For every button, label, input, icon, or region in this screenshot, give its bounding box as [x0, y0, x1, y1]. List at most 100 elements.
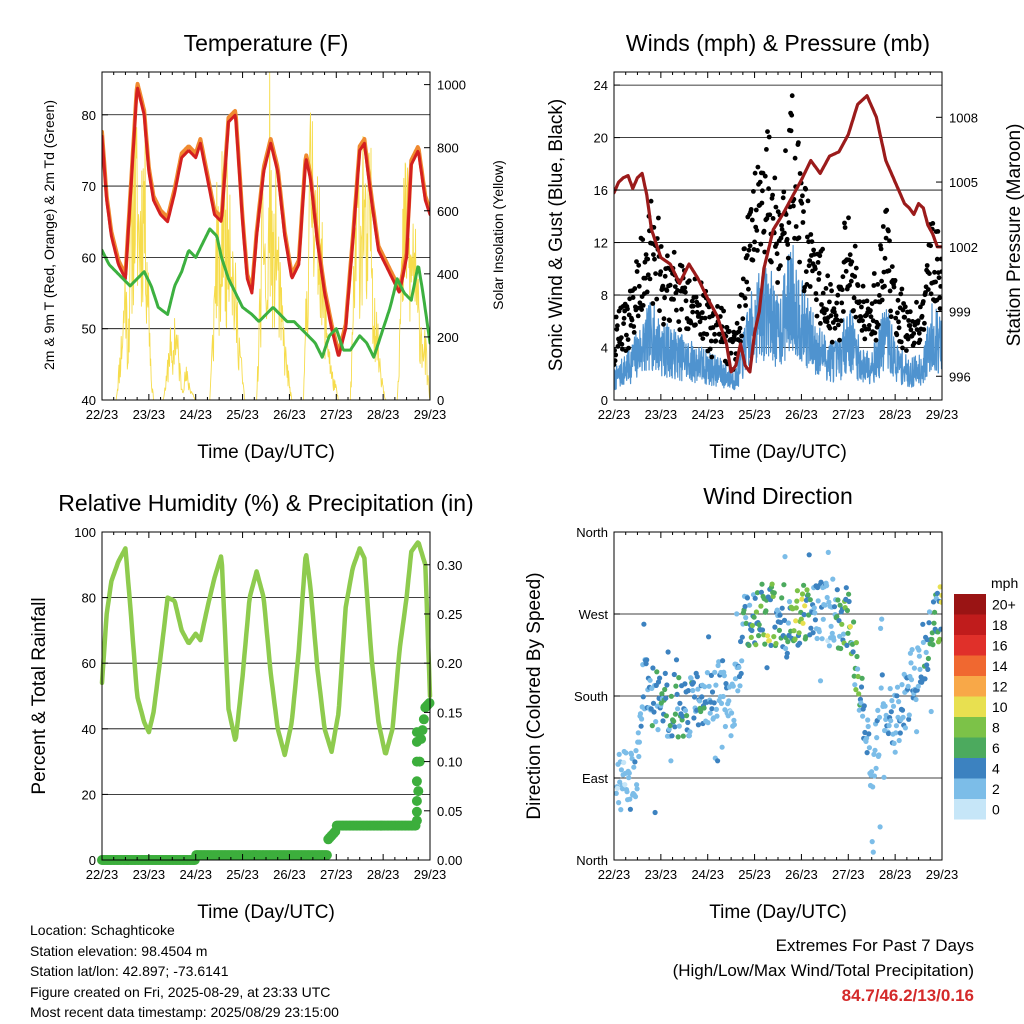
temperature-x-label: Time (Day/UTC) — [197, 442, 335, 463]
gust-point — [671, 297, 676, 302]
gust-point — [690, 303, 696, 309]
legend-label: 8 — [992, 719, 1000, 735]
direction-point — [662, 686, 668, 693]
direction-point — [771, 590, 777, 596]
gust-point — [864, 298, 870, 304]
gust-point — [927, 271, 932, 276]
gust-point — [836, 322, 841, 328]
gust-point — [654, 296, 660, 302]
gust-point — [721, 308, 726, 314]
extremes-box: Extremes For Past 7 Days (High/Low/Max W… — [673, 933, 974, 1008]
gust-point — [757, 179, 763, 185]
temperature-y-label: 2m & 9m T (Red, Orange) & 2m Td (Green) — [41, 100, 57, 370]
direction-point — [695, 686, 701, 692]
temperature-y-right-tick-label: 800 — [437, 141, 459, 156]
gust-point — [785, 242, 791, 247]
direction-point — [938, 626, 942, 632]
gust-point — [744, 279, 750, 285]
direction-point — [902, 725, 909, 731]
direction-point — [866, 745, 873, 751]
direction-point — [877, 824, 883, 830]
direction-point — [698, 708, 704, 715]
direction-point — [803, 597, 810, 603]
gust-point — [907, 309, 913, 315]
direction-point — [680, 733, 686, 739]
legend-label: 16 — [992, 637, 1008, 653]
gust-point — [905, 336, 911, 342]
legend-swatch — [954, 778, 986, 799]
direction-point — [853, 687, 859, 693]
temperature-x-tick-label: 28/23 — [367, 407, 400, 422]
gust-point — [784, 236, 790, 242]
gust-point — [939, 269, 942, 274]
legend-swatch — [954, 799, 986, 820]
gust-point — [834, 317, 840, 323]
direction-point — [738, 638, 744, 645]
direction-point — [859, 675, 865, 681]
gust-point — [803, 269, 809, 274]
direction-point — [831, 637, 837, 643]
direction-point — [801, 582, 807, 588]
gust-point — [833, 313, 839, 318]
direction-point — [864, 750, 870, 756]
direction-point — [817, 678, 824, 684]
humidity-y-label: Percent & Total Rainfall — [29, 597, 50, 794]
figure-created: Figure created on Fri, 2025-08-29, at 23… — [30, 983, 331, 1000]
direction-point — [818, 579, 824, 585]
gust-point — [643, 252, 649, 257]
direction-point — [798, 616, 804, 622]
direction-point — [856, 691, 862, 697]
temperature-y-right-tick-label: 400 — [437, 267, 459, 282]
temperature-y-tick-label: 50 — [82, 322, 96, 337]
winds-x-tick-label: 29/23 — [926, 407, 959, 422]
gust-point — [800, 193, 805, 199]
gust-point — [789, 112, 795, 118]
direction-point — [930, 642, 936, 648]
gust-point — [614, 348, 617, 353]
gust-point — [915, 318, 921, 324]
direction-point — [771, 634, 777, 640]
winds-y-tick-label: 20 — [594, 131, 608, 146]
direction-point — [836, 618, 842, 624]
direction-point — [675, 706, 681, 712]
direction-point — [930, 599, 937, 605]
winds-y-tick-label: 8 — [601, 288, 608, 303]
direction-point — [838, 645, 844, 652]
direction-point — [926, 620, 932, 626]
gust-point — [744, 253, 750, 258]
direction-point — [826, 599, 832, 605]
gust-point — [846, 215, 851, 221]
direction-point — [824, 583, 830, 589]
winds-ticks: 22/23 23/23 24/23 25/23 26/23 27/23 28/23 29/23… — [594, 72, 978, 422]
direction-point — [715, 758, 721, 764]
gust-point — [626, 345, 631, 351]
gust-point — [791, 203, 796, 209]
humidity-x-tick-label: 28/23 — [367, 867, 400, 882]
direction-point — [747, 602, 753, 608]
gust-point — [923, 290, 928, 295]
gust-point — [888, 314, 894, 320]
direction-point — [627, 806, 634, 812]
direction-point — [695, 722, 702, 728]
direction-point — [766, 638, 772, 644]
gust-point — [762, 249, 768, 255]
gust-point — [902, 314, 908, 320]
gust-point — [640, 237, 646, 243]
gust-point — [636, 283, 642, 289]
station-location: Location: Schaghticoke — [30, 922, 175, 938]
direction-point — [764, 665, 770, 671]
gust-point — [661, 321, 666, 327]
gust-point — [920, 299, 926, 304]
gust-point — [614, 358, 618, 364]
direction-point — [894, 693, 900, 699]
direction-point — [706, 683, 712, 689]
direction-point — [712, 669, 718, 675]
direction-point — [706, 634, 712, 640]
gust-point — [829, 288, 834, 294]
direction-point — [650, 665, 656, 671]
gust-point — [737, 325, 743, 331]
solar-insolation-line — [102, 72, 430, 400]
gust-point — [868, 308, 873, 313]
direction-point — [876, 714, 883, 720]
gust-point — [742, 246, 747, 252]
